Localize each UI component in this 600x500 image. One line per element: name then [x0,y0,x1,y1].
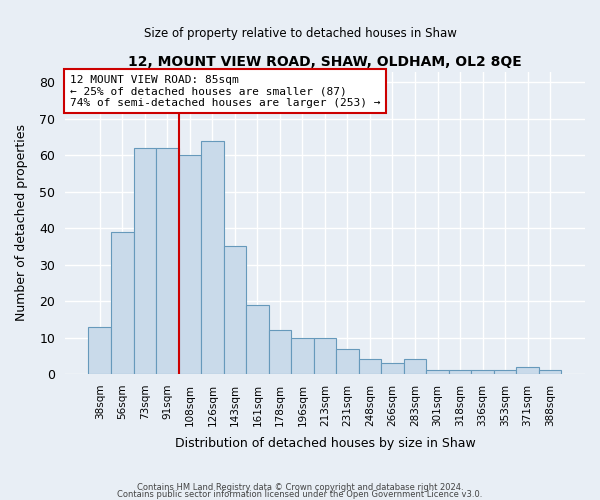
Bar [359,360,381,374]
Bar [291,338,314,374]
Bar [201,141,224,374]
Bar [426,370,449,374]
Bar [471,370,494,374]
Title: 12, MOUNT VIEW ROAD, SHAW, OLDHAM, OL2 8QE: 12, MOUNT VIEW ROAD, SHAW, OLDHAM, OL2 8… [128,55,522,69]
Bar [404,360,426,374]
Text: 12 MOUNT VIEW ROAD: 85sqm
← 25% of detached houses are smaller (87)
74% of semi-: 12 MOUNT VIEW ROAD: 85sqm ← 25% of detac… [70,74,380,108]
Bar [494,370,517,374]
Bar [134,148,156,374]
Bar [336,348,359,374]
Bar [381,363,404,374]
Bar [517,367,539,374]
Bar [539,370,562,374]
Bar [224,246,246,374]
Bar [156,148,179,374]
Bar [179,156,201,374]
Bar [269,330,291,374]
Bar [246,305,269,374]
Text: Contains public sector information licensed under the Open Government Licence v3: Contains public sector information licen… [118,490,482,499]
Text: Size of property relative to detached houses in Shaw: Size of property relative to detached ho… [143,28,457,40]
Bar [88,326,111,374]
Bar [449,370,471,374]
X-axis label: Distribution of detached houses by size in Shaw: Distribution of detached houses by size … [175,437,475,450]
Bar [314,338,336,374]
Y-axis label: Number of detached properties: Number of detached properties [15,124,28,322]
Text: Contains HM Land Registry data © Crown copyright and database right 2024.: Contains HM Land Registry data © Crown c… [137,484,463,492]
Bar [111,232,134,374]
